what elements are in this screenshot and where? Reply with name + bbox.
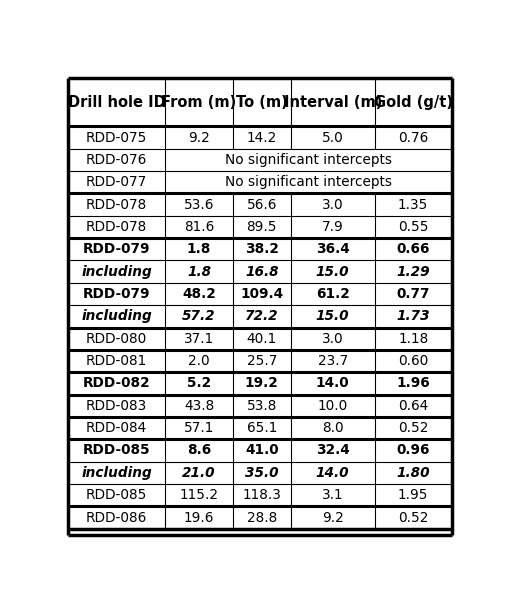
Text: 5.2: 5.2 (187, 376, 211, 390)
Text: 21.0: 21.0 (182, 466, 216, 480)
Text: 7.9: 7.9 (322, 220, 344, 234)
Text: 28.8: 28.8 (246, 510, 277, 524)
Text: 65.1: 65.1 (246, 421, 277, 435)
Text: 14.2: 14.2 (246, 131, 277, 144)
Text: RDD-085: RDD-085 (86, 488, 148, 502)
Text: 19.6: 19.6 (184, 510, 214, 524)
Text: RDD-079: RDD-079 (83, 287, 151, 301)
Text: 32.4: 32.4 (316, 444, 350, 458)
Text: 10.0: 10.0 (317, 399, 348, 413)
Text: RDD-076: RDD-076 (86, 153, 147, 167)
Text: 41.0: 41.0 (245, 444, 278, 458)
Text: 36.4: 36.4 (316, 242, 350, 256)
Text: 89.5: 89.5 (246, 220, 277, 234)
Text: 1.96: 1.96 (396, 376, 430, 390)
Text: 0.96: 0.96 (396, 444, 430, 458)
Text: 1.73: 1.73 (396, 310, 430, 324)
Text: 0.64: 0.64 (398, 399, 428, 413)
Text: 1.95: 1.95 (398, 488, 428, 502)
Text: RDD-077: RDD-077 (86, 175, 147, 189)
Text: 115.2: 115.2 (179, 488, 219, 502)
Text: 19.2: 19.2 (245, 376, 279, 390)
Text: RDD-085: RDD-085 (83, 444, 151, 458)
Text: Interval (m): Interval (m) (283, 95, 382, 110)
Text: RDD-082: RDD-082 (83, 376, 151, 390)
Text: 14.0: 14.0 (316, 376, 349, 390)
Text: 37.1: 37.1 (184, 331, 214, 346)
Text: Drill hole ID: Drill hole ID (68, 95, 165, 110)
Text: 38.2: 38.2 (245, 242, 279, 256)
Text: 53.6: 53.6 (184, 198, 214, 212)
Text: RDD-083: RDD-083 (86, 399, 147, 413)
Text: including: including (81, 310, 152, 324)
Text: RDD-075: RDD-075 (86, 131, 148, 144)
Text: 15.0: 15.0 (316, 310, 349, 324)
Text: 5.0: 5.0 (322, 131, 344, 144)
Text: To (m): To (m) (236, 95, 287, 110)
Text: Gold (g/t): Gold (g/t) (374, 95, 453, 110)
Text: 1.18: 1.18 (398, 331, 428, 346)
Text: RDD-081: RDD-081 (86, 354, 147, 368)
Text: 15.0: 15.0 (316, 265, 349, 279)
Text: 9.2: 9.2 (188, 131, 210, 144)
Text: 72.2: 72.2 (245, 310, 278, 324)
Text: 16.8: 16.8 (245, 265, 278, 279)
Text: 40.1: 40.1 (246, 331, 277, 346)
Text: 2.0: 2.0 (188, 354, 210, 368)
Text: 35.0: 35.0 (245, 466, 278, 480)
Text: 1.8: 1.8 (187, 265, 211, 279)
Text: 0.66: 0.66 (396, 242, 430, 256)
Text: 3.0: 3.0 (322, 198, 344, 212)
Text: RDD-079: RDD-079 (83, 242, 151, 256)
Text: 3.0: 3.0 (322, 331, 344, 346)
Text: including: including (81, 466, 152, 480)
Text: 25.7: 25.7 (246, 354, 277, 368)
Text: 8.6: 8.6 (187, 444, 211, 458)
Text: 8.0: 8.0 (322, 421, 344, 435)
Text: 1.80: 1.80 (396, 466, 430, 480)
Text: 61.2: 61.2 (316, 287, 350, 301)
Text: 0.60: 0.60 (398, 354, 428, 368)
Text: 57.2: 57.2 (182, 310, 216, 324)
Text: RDD-080: RDD-080 (86, 331, 147, 346)
Text: 0.76: 0.76 (398, 131, 428, 144)
Text: 43.8: 43.8 (184, 399, 214, 413)
Text: 23.7: 23.7 (317, 354, 348, 368)
Text: RDD-078: RDD-078 (86, 220, 147, 234)
Text: 48.2: 48.2 (182, 287, 216, 301)
Text: RDD-086: RDD-086 (86, 510, 147, 524)
Text: 9.2: 9.2 (322, 510, 344, 524)
Text: 56.6: 56.6 (246, 198, 277, 212)
Text: 14.0: 14.0 (316, 466, 349, 480)
Text: 57.1: 57.1 (184, 421, 214, 435)
Text: 109.4: 109.4 (240, 287, 283, 301)
Text: 0.55: 0.55 (398, 220, 428, 234)
Text: No significant intercepts: No significant intercepts (225, 175, 392, 189)
Text: 81.6: 81.6 (184, 220, 214, 234)
Text: 53.8: 53.8 (246, 399, 277, 413)
Text: 1.35: 1.35 (398, 198, 428, 212)
Text: From (m): From (m) (161, 95, 237, 110)
Text: 118.3: 118.3 (242, 488, 281, 502)
Text: 0.52: 0.52 (398, 510, 428, 524)
Text: 1.8: 1.8 (187, 242, 211, 256)
Text: RDD-084: RDD-084 (86, 421, 147, 435)
Text: including: including (81, 265, 152, 279)
Text: 1.29: 1.29 (396, 265, 430, 279)
Text: 0.52: 0.52 (398, 421, 428, 435)
Text: RDD-078: RDD-078 (86, 198, 147, 212)
Text: No significant intercepts: No significant intercepts (225, 153, 392, 167)
Text: 0.77: 0.77 (396, 287, 430, 301)
Text: 3.1: 3.1 (322, 488, 344, 502)
